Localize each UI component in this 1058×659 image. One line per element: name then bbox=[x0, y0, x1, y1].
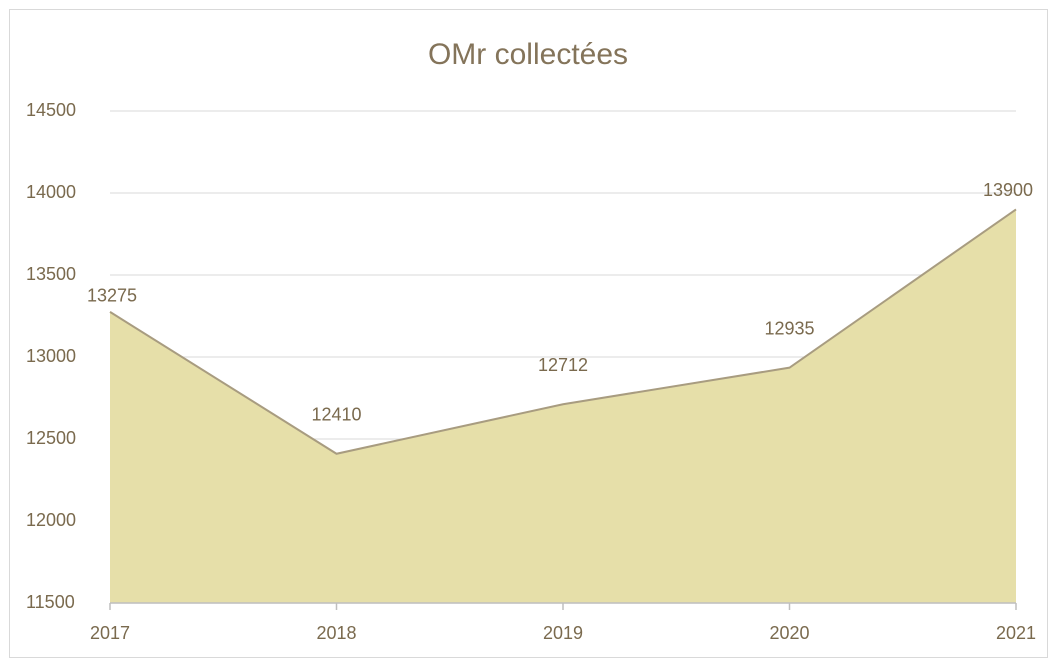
y-tick-label: 12500 bbox=[26, 428, 76, 448]
y-tick-label: 14500 bbox=[26, 100, 76, 120]
data-label: 13900 bbox=[983, 180, 1033, 200]
y-tick-label: 13000 bbox=[26, 346, 76, 366]
y-tick-label: 12000 bbox=[26, 510, 76, 530]
data-label: 12712 bbox=[538, 355, 588, 375]
data-label: 12935 bbox=[764, 318, 814, 338]
chart-title: OMr collectées bbox=[428, 38, 628, 71]
x-tick-label: 2019 bbox=[543, 623, 583, 643]
x-tick-label: 2020 bbox=[769, 623, 809, 643]
y-tick-label: 11500 bbox=[26, 592, 75, 612]
x-tick-label: 2017 bbox=[90, 623, 130, 643]
area bbox=[110, 209, 1016, 603]
line bbox=[109, 208, 1017, 455]
x-tick-label: 2021 bbox=[996, 623, 1036, 643]
data-label: 12410 bbox=[311, 405, 361, 425]
x-tick-label: 2018 bbox=[316, 623, 356, 643]
y-tick-label: 13500 bbox=[26, 264, 76, 284]
data-label: 13275 bbox=[87, 286, 137, 306]
y-tick-label: 14000 bbox=[26, 182, 76, 202]
